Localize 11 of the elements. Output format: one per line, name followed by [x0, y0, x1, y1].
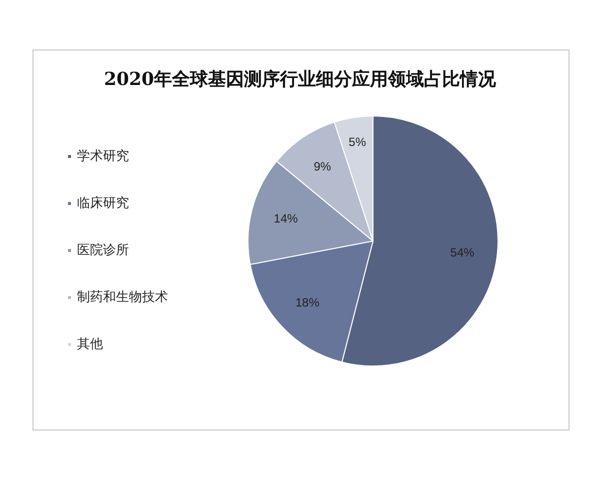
- data-label: 14%: [274, 212, 298, 226]
- legend-label: 制药和生物技术: [77, 289, 168, 304]
- legend-label: 其他: [77, 336, 103, 351]
- legend-label: 医院诊所: [77, 242, 129, 257]
- legend-label: 学术研究: [77, 148, 129, 163]
- data-label: 9%: [314, 160, 332, 174]
- data-label: 54%: [450, 245, 475, 260]
- chart-title: 2020年全球基因测序行业细分应用领域占比情况: [104, 69, 498, 90]
- legend-label: 临床研究: [77, 195, 129, 210]
- data-label: 5%: [348, 135, 366, 150]
- data-label: 18%: [295, 296, 320, 310]
